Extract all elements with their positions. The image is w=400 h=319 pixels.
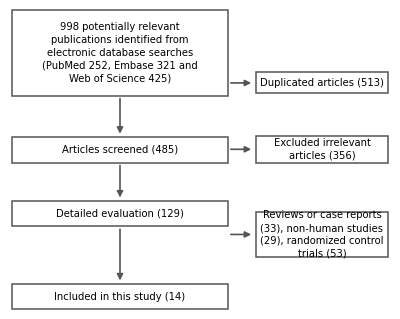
FancyBboxPatch shape	[256, 136, 388, 163]
Text: Articles screened (485): Articles screened (485)	[62, 145, 178, 155]
Text: Detailed evaluation (129): Detailed evaluation (129)	[56, 209, 184, 219]
Text: 998 potentially relevant
publications identified from
electronic database search: 998 potentially relevant publications id…	[42, 22, 198, 83]
FancyBboxPatch shape	[12, 10, 228, 96]
Text: Duplicated articles (513): Duplicated articles (513)	[260, 78, 384, 88]
Text: Included in this study (14): Included in this study (14)	[54, 292, 186, 302]
FancyBboxPatch shape	[256, 212, 388, 257]
FancyBboxPatch shape	[12, 284, 228, 309]
FancyBboxPatch shape	[256, 72, 388, 93]
FancyBboxPatch shape	[12, 201, 228, 226]
Text: Excluded irrelevant
articles (356): Excluded irrelevant articles (356)	[274, 138, 370, 160]
FancyBboxPatch shape	[12, 137, 228, 163]
Text: Reviews or case reports
(33), non-human studies
(29), randomized control
trials : Reviews or case reports (33), non-human …	[260, 210, 384, 259]
